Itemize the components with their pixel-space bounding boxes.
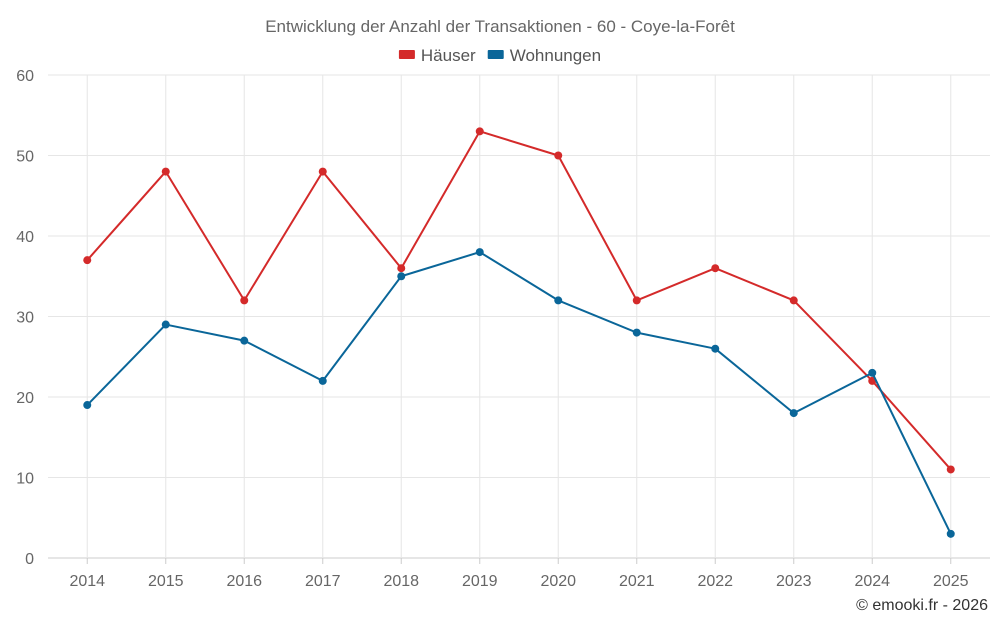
x-tick-label: 2024 (854, 573, 890, 590)
y-tick-label: 0 (25, 551, 34, 568)
data-point[interactable] (318, 376, 327, 385)
data-point[interactable] (475, 127, 484, 136)
data-point[interactable] (161, 320, 170, 329)
x-tick-label: 2025 (933, 573, 969, 590)
x-tick-label: 2020 (540, 573, 576, 590)
x-tick-label: 2019 (462, 573, 498, 590)
credit-text: © emooki.fr - 2026 (856, 597, 988, 614)
data-point[interactable] (397, 264, 406, 273)
y-tick-label: 10 (16, 471, 34, 488)
data-point[interactable] (946, 529, 955, 538)
data-point[interactable] (789, 296, 798, 305)
data-point[interactable] (554, 296, 563, 305)
y-tick-label: 50 (16, 149, 34, 166)
data-point[interactable] (318, 167, 327, 176)
data-point[interactable] (868, 368, 877, 377)
x-tick-label: 2023 (776, 573, 812, 590)
legend-label: Wohnungen (510, 46, 601, 65)
data-point[interactable] (83, 256, 92, 265)
x-tick-label: 2021 (619, 573, 655, 590)
grid (48, 74, 990, 559)
data-point[interactable] (475, 248, 484, 257)
x-tick-label: 2014 (69, 573, 105, 590)
legend-item[interactable]: Häuser (398, 46, 476, 65)
legend-swatch (487, 50, 504, 59)
data-point[interactable] (554, 151, 563, 160)
data-point[interactable] (632, 328, 641, 337)
x-tick-label: 2018 (383, 573, 419, 590)
y-tick-label: 30 (16, 310, 34, 327)
y-tick-label: 60 (16, 68, 34, 85)
series-line (86, 251, 952, 535)
series-layer (83, 127, 955, 538)
legend-swatch (398, 50, 415, 59)
series-1 (83, 127, 955, 474)
data-point[interactable] (711, 264, 720, 273)
data-point[interactable] (240, 336, 249, 345)
legend-label: Häuser (421, 46, 476, 65)
series-2 (83, 248, 955, 538)
y-axis: 0 10 20 30 40 50 60 (16, 68, 34, 568)
x-tick-label: 2017 (305, 573, 341, 590)
y-tick-label: 40 (16, 229, 34, 246)
data-point[interactable] (240, 296, 249, 305)
data-point[interactable] (397, 272, 406, 281)
y-tick-label: 20 (16, 390, 34, 407)
legend-item[interactable]: Wohnungen (487, 46, 601, 65)
data-point[interactable] (789, 409, 798, 418)
data-point[interactable] (711, 344, 720, 353)
data-point[interactable] (83, 401, 92, 410)
data-point[interactable] (632, 296, 641, 305)
chart-title: Entwicklung der Anzahl der Transaktionen… (265, 17, 735, 36)
x-axis: 2014 2015 2016 2017 2018 2019 2020 2021 2022 2023… (69, 558, 969, 590)
x-tick-label: 2022 (697, 573, 733, 590)
x-tick-label: 2016 (226, 573, 262, 590)
data-point[interactable] (161, 167, 170, 176)
series-line (86, 130, 952, 471)
x-tick-label: 2015 (148, 573, 184, 590)
data-point[interactable] (946, 465, 955, 474)
legend: Häuser Wohnungen (398, 46, 601, 65)
